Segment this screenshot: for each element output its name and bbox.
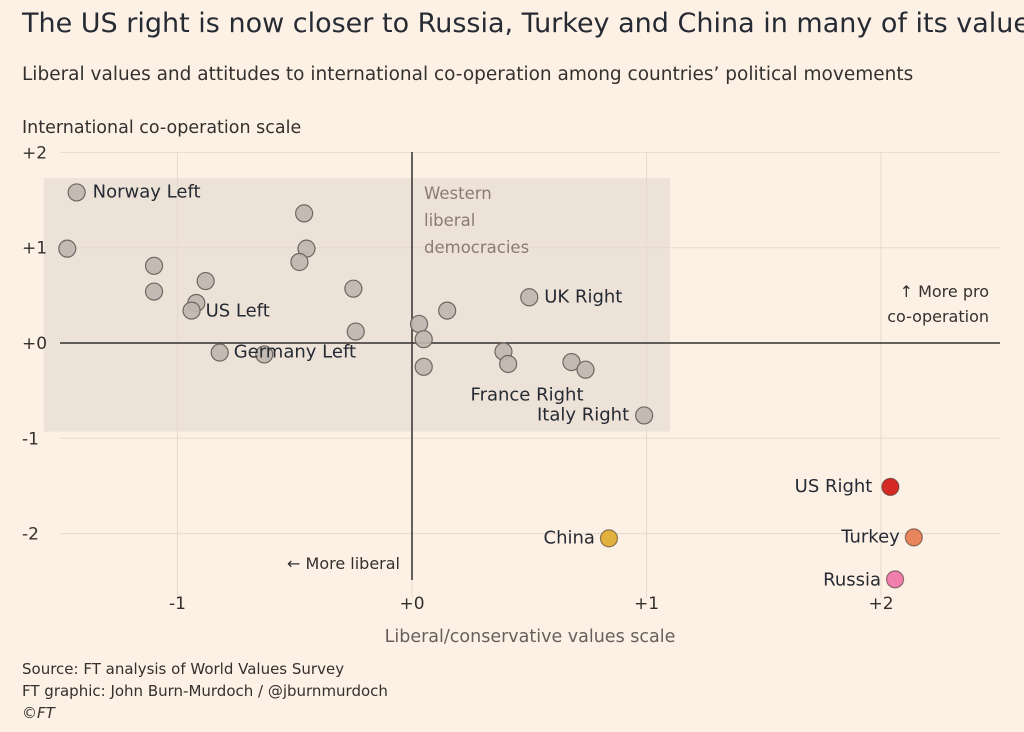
y-tick-label: +0 <box>22 334 47 354</box>
data-point <box>346 322 365 341</box>
point-label-russia: Russia <box>823 569 881 590</box>
x-tick-label: +2 <box>868 594 893 614</box>
point-label-turkey: Turkey <box>840 526 900 547</box>
point-label-us-right: US Right <box>795 476 873 497</box>
scatter-chart: +2 +1 +0 -1 -2 -1 +0 +1 +2 International co-opera… <box>22 118 1000 647</box>
point-label-norway-left: Norway Left <box>93 181 201 202</box>
western-liberal-region <box>43 178 670 432</box>
annotation-more-cooperation: co-operation <box>887 307 989 326</box>
y-tick-label: -1 <box>22 429 39 449</box>
y-axis-label: International co-operation scale <box>22 118 301 138</box>
x-tick-label: +1 <box>634 594 659 614</box>
data-point <box>562 352 581 372</box>
y-tick-label: +2 <box>22 143 47 163</box>
data-point <box>67 183 86 202</box>
data-point <box>182 301 201 320</box>
data-point <box>576 360 595 379</box>
data-point <box>290 252 309 272</box>
point-label-italy-right: Italy Right <box>537 404 629 425</box>
data-point <box>599 529 619 548</box>
data-point <box>295 204 314 223</box>
point-label-germany-left: Germany Left <box>234 342 356 363</box>
x-tick-label: -1 <box>169 594 186 614</box>
data-point <box>414 330 433 349</box>
annotation-more-cooperation: ↑ More pro <box>900 282 989 301</box>
source-line: Source: FT analysis of World Values Surv… <box>22 660 345 678</box>
data-point <box>520 288 539 307</box>
point-label-china: China <box>544 527 595 548</box>
region-label: Western <box>424 184 492 203</box>
data-point <box>409 314 429 334</box>
y-tick-label: +1 <box>22 239 47 259</box>
region-label: democracies <box>424 238 529 257</box>
data-point <box>438 301 457 320</box>
data-point <box>144 256 164 275</box>
data-point <box>904 528 923 547</box>
data-point <box>255 345 274 364</box>
point-label-us-left: US Left <box>206 301 270 322</box>
x-axis-label: Liberal/conservative values scale <box>385 627 676 647</box>
x-tick-label: +0 <box>399 594 424 614</box>
region-label: liberal <box>424 211 475 230</box>
copyright: ©FT <box>22 704 55 722</box>
data-point <box>210 343 229 362</box>
data-point <box>885 570 905 589</box>
data-point <box>414 357 433 376</box>
data-point <box>58 239 77 258</box>
y-tick-label: -2 <box>22 525 39 545</box>
data-point <box>144 282 164 301</box>
point-label-uk-right: UK Right <box>544 286 622 307</box>
data-point <box>635 406 654 425</box>
data-point <box>499 354 518 374</box>
point-label-france-right: France Right <box>471 385 584 406</box>
graphic-credit: FT graphic: John Burn-Murdoch / @jburnmu… <box>22 682 388 700</box>
data-point <box>196 271 215 291</box>
annotation-more-liberal: ← More liberal <box>287 554 400 573</box>
source-notes: Source: FT analysis of World Values Surv… <box>22 658 388 724</box>
data-point <box>344 279 363 298</box>
chart-title: The US right is now closer to Russia, Tu… <box>22 8 1024 39</box>
data-point <box>881 477 900 497</box>
chart-subtitle: Liberal values and attitudes to internat… <box>22 64 914 85</box>
